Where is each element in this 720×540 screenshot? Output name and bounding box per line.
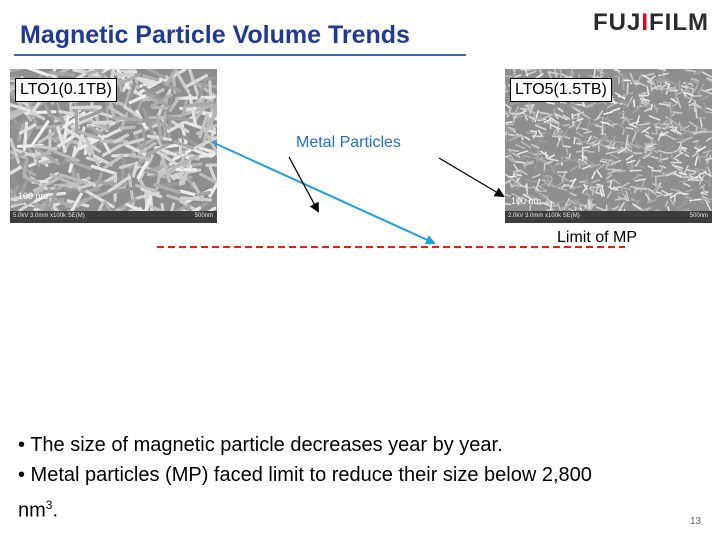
pointer-arrow-left [288,156,319,213]
title-underline [14,54,466,56]
sem-info-strip-left: 5.0kV 3.0mm x100k SE(M) 500nm [10,211,217,223]
bullet-1: • The size of magnetic particle decrease… [18,434,503,456]
sem-caption-right-2: 500nm [689,213,708,219]
sem-caption-left-2: 2.0kV 3.0mm x100k SE(M) [508,213,580,219]
fujifilm-logo: FUJIFILM [593,9,709,36]
trend-arrow [211,141,436,245]
scale-label-right: 100 nm [511,196,542,206]
page-number: 13 [690,516,702,527]
scale-label-left: 100 nm [18,191,49,201]
sem-caption-left: 5.0kV 3.0mm x100k SE(M) [13,213,85,219]
sem-image-lto1: 100 nm 5.0kV 3.0mm x100k SE(M) 500nm [10,69,217,223]
sem-caption-right: 500nm [194,213,213,219]
label-lto1: LTO1(0.1TB) [15,78,117,102]
slide-title: Magnetic Particle Volume Trends [20,21,410,49]
bullet-2-continued: nm3. [18,498,59,522]
metal-particles-label: Metal Particles [296,134,401,151]
bullet-list: • The size of magnetic particle decrease… [18,430,718,526]
bullet-2: • Metal particles (MP) faced limit to re… [18,464,592,486]
pointer-arrow-right [438,157,505,198]
label-lto5: LTO5(1.5TB) [510,78,612,102]
limit-of-mp-label: Limit of MP [557,229,638,246]
sem-info-strip-right: 2.0kV 3.0mm x100k SE(M) 500nm [505,211,712,223]
